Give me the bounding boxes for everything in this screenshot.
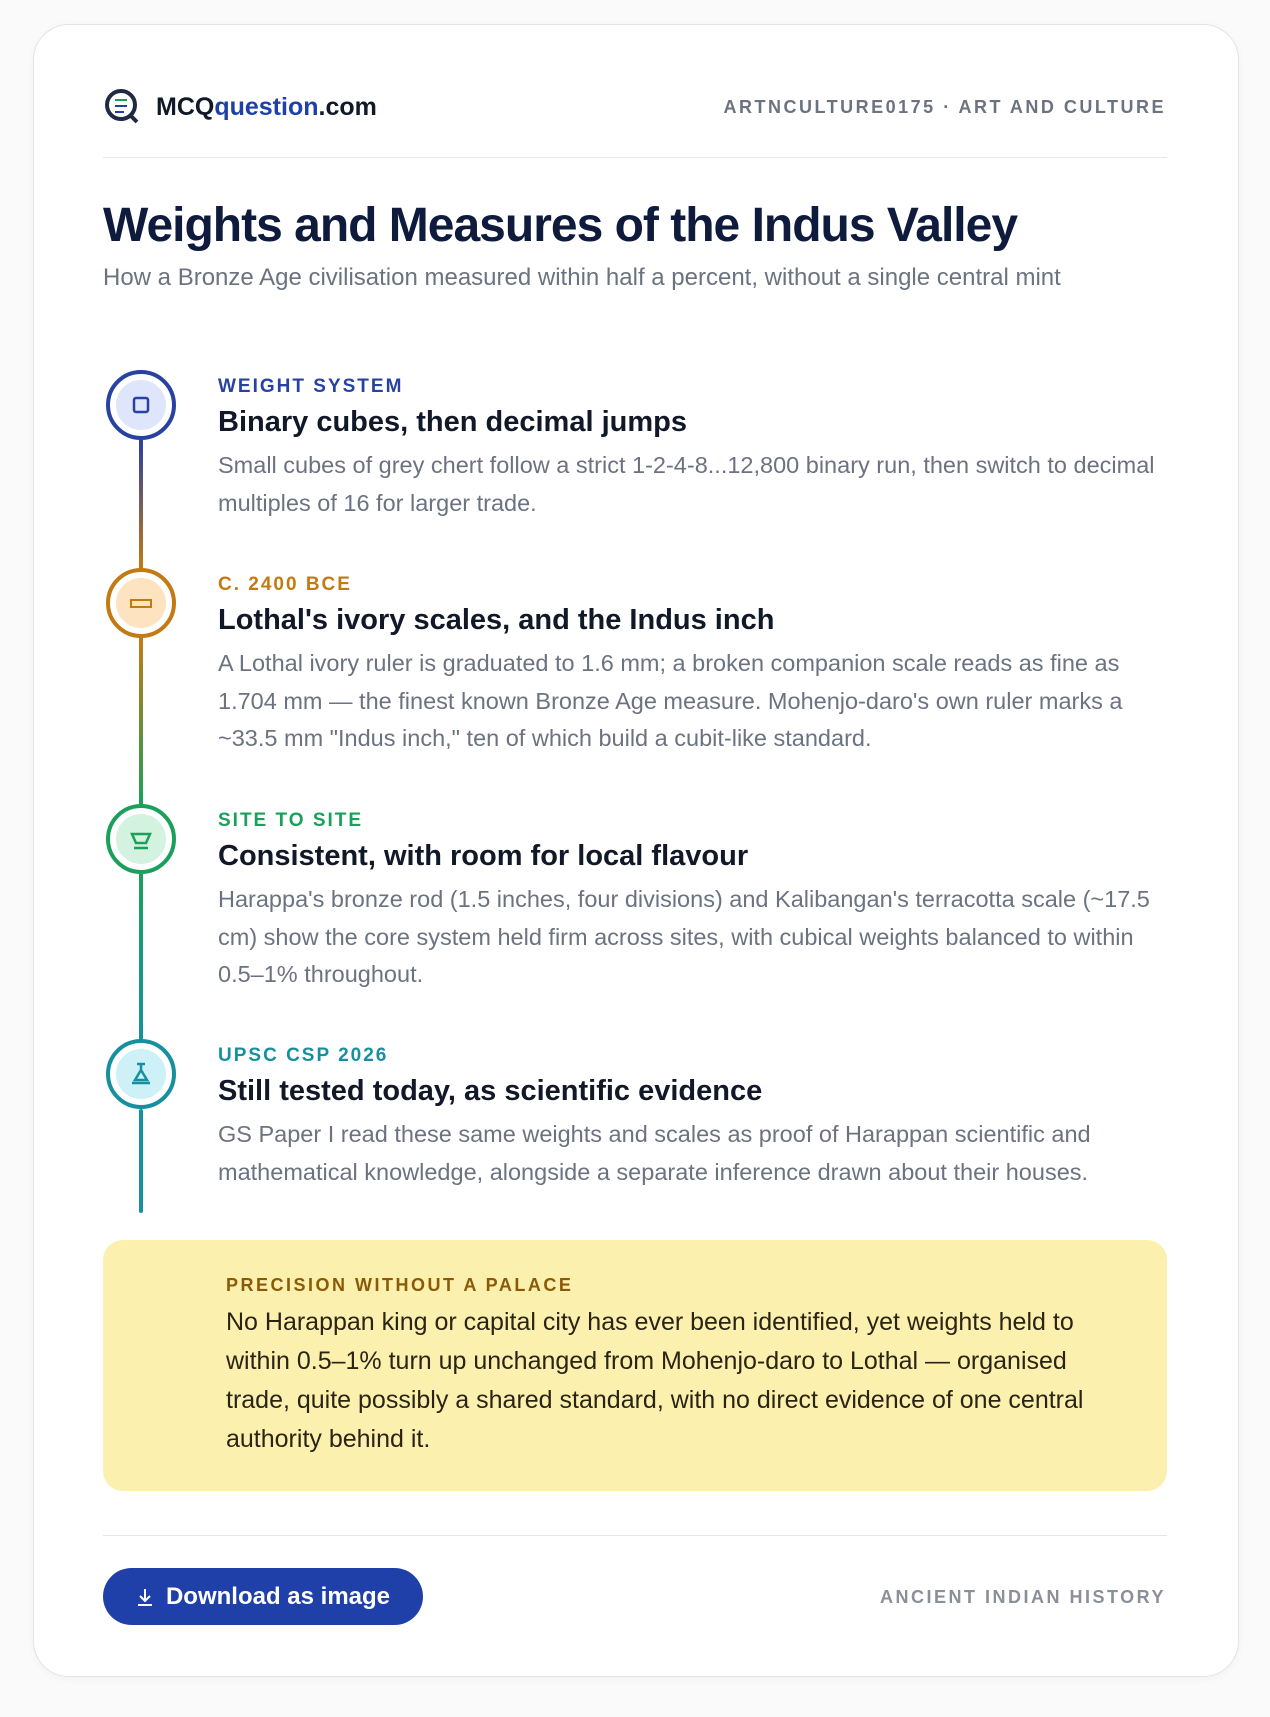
- item-label: SITE TO SITE: [218, 810, 364, 831]
- item-body: Small cubes of grey chert follow a stric…: [218, 452, 1155, 516]
- item-body: Harappa's bronze rod (1.5 inches, four d…: [218, 886, 1150, 987]
- timeline-line: [139, 1109, 143, 1213]
- timeline-node: [106, 1039, 176, 1109]
- divider: [103, 1535, 1167, 1536]
- brand-part: .com: [318, 93, 377, 121]
- timeline-line: [139, 874, 143, 1040]
- item-heading: Still tested today, as scientific eviden…: [218, 1075, 763, 1107]
- button-text: Download as image: [165, 1582, 391, 1610]
- item-body: A Lothal ivory ruler is graduated to 1.6…: [218, 650, 1123, 751]
- item-label: UPSC CSP 2026: [218, 1045, 389, 1066]
- divider: [103, 157, 1167, 158]
- code: ARTNCULTURE0175 · ART AND CULTURE: [723, 97, 1166, 117]
- logo: [105, 89, 139, 124]
- item-label: C. 2400 BCE: [218, 574, 352, 595]
- item-heading: Lothal's ivory scales, and the Indus inc…: [218, 604, 775, 636]
- callout-text: No Harappan king or capital city has eve…: [226, 1308, 1084, 1453]
- brand: MCQquestion.com: [156, 93, 377, 122]
- callout: [103, 1240, 1167, 1491]
- timeline-node: [106, 568, 176, 638]
- title: Weights and Measures of the Indus Valley: [103, 199, 1018, 252]
- item-label: WEIGHT SYSTEM: [218, 376, 404, 397]
- timeline-line: [139, 638, 143, 805]
- download-icon: [137, 1588, 152, 1606]
- timeline-line: [139, 440, 143, 569]
- brand-part: MCQ: [156, 93, 215, 121]
- timeline-node: [106, 804, 176, 874]
- callout-label: PRECISION WITHOUT A PALACE: [226, 1275, 574, 1295]
- item-heading: Binary cubes, then decimal jumps: [218, 406, 687, 438]
- timeline-node: [106, 370, 176, 440]
- download-button[interactable]: Download as image: [103, 1568, 423, 1625]
- subtitle: How a Bronze Age civilisation measured w…: [103, 264, 1061, 291]
- brand-part: question: [214, 93, 319, 121]
- footer-tag: ANCIENT INDIAN HISTORY: [879, 1587, 1166, 1607]
- item-body: GS Paper I read these same weights and s…: [218, 1121, 1091, 1185]
- item-heading: Consistent, with room for local flavour: [218, 840, 749, 872]
